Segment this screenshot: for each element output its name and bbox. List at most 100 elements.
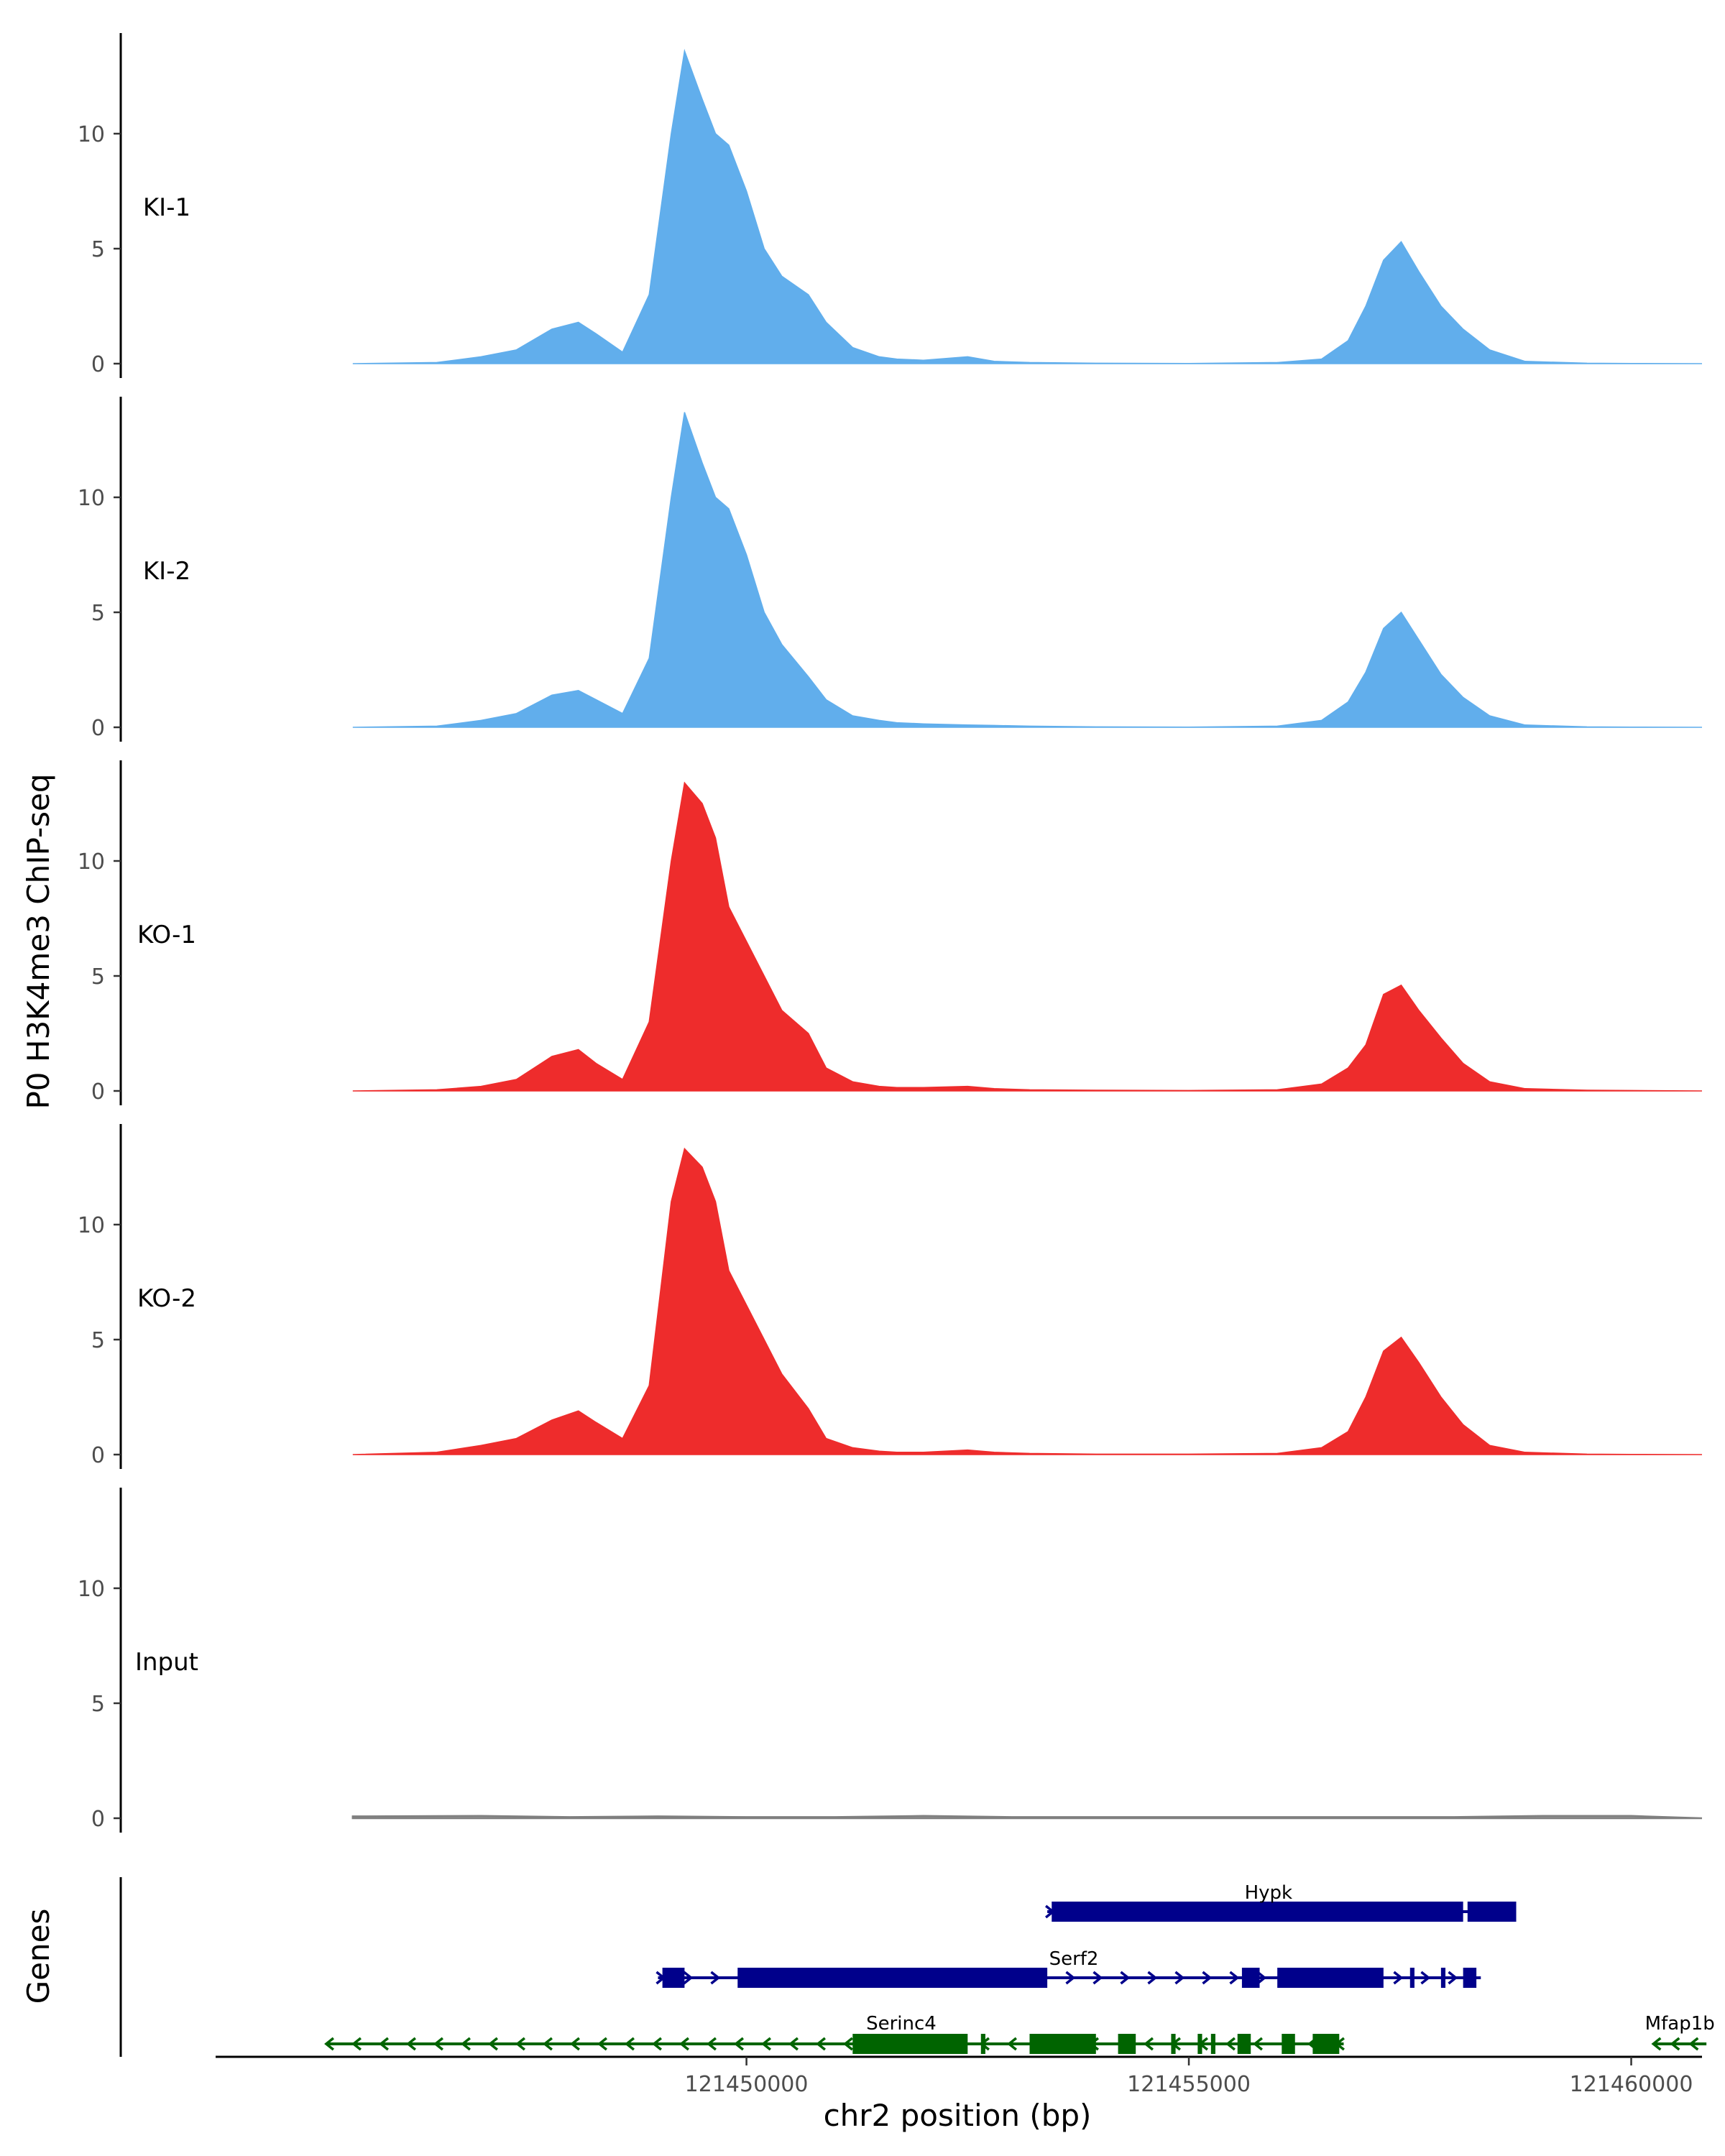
track-label-ki-2: KI-2 [143, 557, 190, 586]
gene-exon [980, 2034, 985, 2054]
track-label-input: Input [135, 1648, 198, 1677]
strand-chevron [1670, 2037, 1680, 2051]
y-tick-label: 0 [91, 716, 105, 741]
coverage-area-ko-2 [352, 1147, 1703, 1455]
strand-chevron [707, 2037, 717, 2051]
track-label-ki-1: KI-1 [143, 193, 190, 222]
coverage-tracks [351, 48, 1703, 1820]
strand-chevron [1092, 1971, 1103, 1985]
y-tick-label: 5 [91, 1328, 105, 1353]
y-axis-title: P0 H3K4me3 ChIP-seq [21, 773, 56, 1109]
y-tick-label: 10 [78, 122, 105, 147]
y-tick-label: 5 [91, 964, 105, 990]
gene-exon [852, 2034, 968, 2054]
strand-chevron [761, 2037, 771, 2051]
strand-chevron [461, 2037, 471, 2051]
strand-chevron [1448, 1971, 1458, 1985]
y-tick-label: 5 [91, 237, 105, 262]
gene-exon [737, 1968, 1048, 1988]
coverage-area-ki-2 [352, 412, 1703, 728]
gene-mfap1b: Mfap1b [1645, 2013, 1715, 2051]
x-axis-title: chr2 position (bp) [824, 2098, 1092, 2133]
track-label-ko-1: KO-1 [137, 921, 196, 949]
track-label-ko-2: KO-2 [137, 1284, 196, 1313]
strand-chevron [679, 2037, 689, 2051]
gene-label-hypk: Hypk [1245, 1882, 1293, 1904]
gene-serinc4: Serinc4 [324, 2013, 1345, 2054]
gene-exon [662, 1968, 685, 1988]
strand-chevron [683, 1971, 694, 1985]
genes-axis-title: Genes [21, 1909, 56, 2004]
strand-chevron [1065, 1971, 1076, 1985]
gene-exon [1440, 1968, 1446, 1988]
strand-chevron [543, 2037, 553, 2051]
gene-label-serinc4: Serinc4 [866, 2013, 937, 2035]
gene-hypk: Hypk [1045, 1882, 1517, 1922]
coverage-area-ki-1 [352, 48, 1703, 364]
gene-exon [1241, 1968, 1260, 1988]
strand-chevron [734, 2037, 744, 2051]
strand-chevron [515, 2037, 525, 2051]
y-tick-label: 5 [91, 601, 105, 626]
strand-chevron [816, 2037, 826, 2051]
strand-chevron [652, 2037, 662, 2051]
gene-exon [1052, 1902, 1463, 1922]
strand-chevron [1253, 2037, 1263, 2051]
gene-label-serf2: Serf2 [1049, 1948, 1099, 1970]
y-tick-label: 5 [91, 1692, 105, 1717]
strand-chevron [1420, 1971, 1431, 1985]
strand-chevron [1147, 1971, 1158, 1985]
strand-chevron [843, 2037, 853, 2051]
gene-exon [1029, 2034, 1096, 2054]
gene-exon [1171, 2034, 1176, 2054]
coverage-area-ko-1 [352, 781, 1703, 1092]
strand-chevron [1229, 1971, 1240, 1985]
strand-chevron [1174, 1971, 1185, 1985]
y-tick-label: 0 [91, 1079, 105, 1105]
x-tick-label: 121455000 [1127, 2072, 1251, 2097]
y-tick-label: 0 [91, 1443, 105, 1468]
strand-chevron [379, 2037, 389, 2051]
strand-chevron [597, 2037, 607, 2051]
x-tick-label: 121460000 [1570, 2072, 1693, 2097]
gene-exon [1463, 1968, 1477, 1988]
x-tick-label: 121450000 [685, 2072, 809, 2097]
axes: 0 5 10 KI-1 0 5 10 KI-2 0 5 10 KO-1 0 5 10 KO-2 0 5 10 Inpu… [78, 33, 1702, 2097]
strand-chevron [570, 2037, 580, 2051]
gene-exon [1282, 2034, 1295, 2054]
y-tick-label: 10 [78, 1577, 105, 1602]
gene-exon [1197, 2034, 1202, 2054]
gene-serf2: Serf2 [656, 1948, 1481, 1988]
gene-exon [1210, 2034, 1215, 2054]
gene-exon [1409, 1968, 1414, 1988]
gene-track: Hypk Serf2 Serinc4 Mfap1b [324, 1882, 1715, 2054]
strand-chevron [1007, 2037, 1017, 2051]
strand-chevron [625, 2037, 635, 2051]
strand-chevron [433, 2037, 443, 2051]
coverage-area-input [351, 1815, 1703, 1820]
gene-exon [1237, 2034, 1251, 2054]
strand-chevron [406, 2037, 416, 2051]
strand-chevron [710, 1971, 721, 1985]
gene-exon [1118, 2034, 1136, 2054]
strand-chevron [324, 2037, 334, 2051]
strand-chevron [1120, 1971, 1131, 1985]
y-tick-label: 0 [91, 1807, 105, 1832]
strand-chevron [1256, 1971, 1267, 1985]
strand-chevron [351, 2037, 362, 2051]
strand-chevron [1688, 2037, 1699, 2051]
strand-chevron [788, 2037, 799, 2051]
gene-label-mfap1b: Mfap1b [1645, 2013, 1715, 2035]
strand-chevron [1144, 2037, 1154, 2051]
gene-exon [1277, 1968, 1384, 1988]
gene-exon [1467, 1902, 1517, 1922]
strand-chevron [488, 2037, 498, 2051]
y-tick-label: 10 [78, 486, 105, 511]
strand-chevron [1225, 2037, 1236, 2051]
y-tick-label: 0 [91, 352, 105, 377]
y-tick-label: 10 [78, 849, 105, 875]
gene-exon [1312, 2034, 1340, 2054]
strand-chevron [1393, 1971, 1404, 1985]
y-tick-label: 10 [78, 1213, 105, 1238]
